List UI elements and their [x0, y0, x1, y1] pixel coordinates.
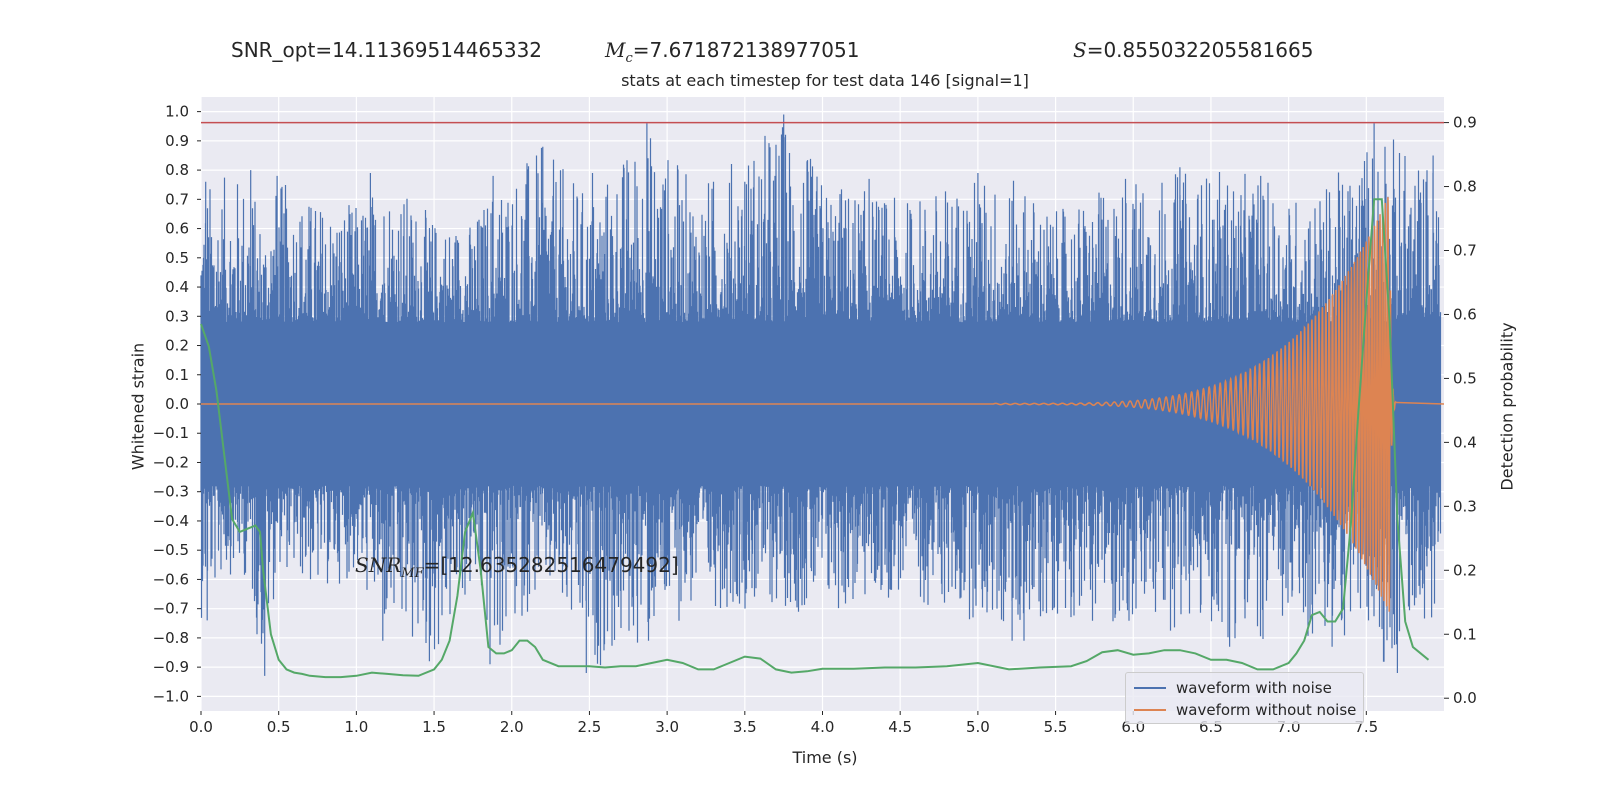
x-tick-label: 5.0	[966, 718, 990, 736]
s-value: =0.855032205581665	[1086, 38, 1314, 62]
chart-legend: waveform with noise waveform without noi…	[1125, 672, 1364, 724]
y-left-tick-label: 0.4	[165, 278, 189, 296]
chirp-mass-symbol: M	[605, 38, 626, 62]
x-tick-label: 2.5	[578, 718, 602, 736]
y-left-tick-label: 0.5	[165, 249, 189, 267]
x-tick-label: 3.5	[733, 718, 757, 736]
y-left-tick-label: −0.8	[153, 629, 189, 647]
x-tick-label: 1.5	[422, 718, 446, 736]
y-right-tick-label: 0.5	[1453, 369, 1477, 387]
chirp-mass-stat: Mc=7.671872138977051	[605, 38, 859, 66]
legend-label-noisy: waveform with noise	[1176, 679, 1332, 697]
y-right-tick-label: 0.3	[1453, 497, 1477, 515]
y-left-tick-label: 0.6	[165, 220, 189, 238]
y-axis-left-label: Whitened strain	[128, 342, 148, 471]
y-left-tick-label: −0.3	[153, 483, 189, 501]
legend-swatch-noisy	[1134, 687, 1166, 689]
y-left-tick-label: −1.0	[153, 687, 189, 705]
series-detection-probability	[200, 198, 1430, 679]
snr-mf-subscript: MF	[401, 566, 424, 581]
x-axis-label: Time (s)	[792, 748, 858, 767]
y-right-tick-label: 0.7	[1453, 242, 1477, 260]
y-left-tick-label: 0.1	[165, 366, 189, 384]
y-right-tick-label: 0.6	[1453, 305, 1477, 323]
y-left-tick-label: 0.7	[165, 190, 189, 208]
x-tick-label: 4.0	[811, 718, 835, 736]
y-left-tick-label: −0.2	[153, 453, 189, 471]
y-right-tick-label: 0.1	[1453, 625, 1477, 643]
x-tick-label: 4.5	[888, 718, 912, 736]
y-right-tick-label: 0.2	[1453, 561, 1477, 579]
y-left-tick-label: 0.2	[165, 337, 189, 355]
y-right-tick-label: 0.8	[1453, 178, 1477, 196]
y-left-tick-label: 0.0	[165, 395, 189, 413]
chirp-mass-subscript: c	[625, 51, 633, 66]
y-axis-right-label: Detection probability	[1497, 322, 1517, 491]
s-symbol: S	[1073, 38, 1087, 62]
y-left-tick-label: −0.5	[153, 541, 189, 559]
x-tick-label: 3.0	[655, 718, 679, 736]
y-left-tick-label: 0.8	[165, 161, 189, 179]
snr-mf-symbol: SNR	[355, 553, 402, 577]
series-waveform-without-noise	[201, 197, 1445, 612]
y-left-tick-label: 1.0	[165, 103, 189, 121]
y-left-tick-label: 0.3	[165, 307, 189, 325]
legend-swatch-clean	[1134, 709, 1166, 711]
x-tick-label: 0.0	[189, 718, 213, 736]
y-left-tick-label: 0.9	[165, 132, 189, 150]
legend-label-clean: waveform without noise	[1176, 701, 1357, 719]
y-left-tick-label: −0.7	[153, 600, 189, 618]
x-tick-label: 1.0	[344, 718, 368, 736]
x-tick-label: 0.5	[267, 718, 291, 736]
snr-mf-value: =[12.635282516479492]	[423, 553, 679, 577]
x-tick-label: 2.0	[500, 718, 524, 736]
y-right-tick-label: 0.0	[1453, 689, 1477, 707]
chart-subtitle: stats at each timestep for test data 146…	[621, 71, 1029, 90]
y-left-tick-label: −0.9	[153, 658, 189, 676]
legend-entry-clean: waveform without noise	[1134, 700, 1356, 720]
y-left-tick-label: −0.1	[153, 424, 189, 442]
y-left-tick-label: −0.6	[153, 570, 189, 588]
y-left-tick-label: −0.4	[153, 512, 189, 530]
y-right-tick-label: 0.4	[1453, 433, 1477, 451]
snr-opt-stat: SNR_opt=14.11369514465332	[231, 38, 543, 62]
s-stat: S=0.855032205581665	[1073, 38, 1313, 62]
y-right-tick-label: 0.9	[1453, 114, 1477, 132]
x-tick-label: 5.5	[1044, 718, 1068, 736]
legend-entry-noisy: waveform with noise	[1134, 678, 1332, 698]
chirp-mass-value: =7.671872138977051	[632, 38, 860, 62]
snr-mf-annotation: SNRMF=[12.635282516479492]	[355, 553, 679, 581]
